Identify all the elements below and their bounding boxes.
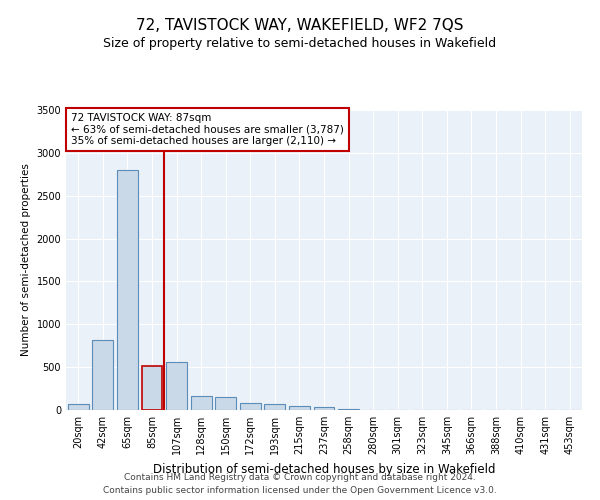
Text: Contains HM Land Registry data © Crown copyright and database right 2024.
Contai: Contains HM Land Registry data © Crown c… <box>103 474 497 495</box>
Bar <box>166 362 187 410</box>
Text: Size of property relative to semi-detached houses in Wakefield: Size of property relative to semi-detach… <box>103 38 497 51</box>
Bar <box>265 404 286 410</box>
Y-axis label: Number of semi-detached properties: Number of semi-detached properties <box>21 164 31 356</box>
Text: 72 TAVISTOCK WAY: 87sqm
← 63% of semi-detached houses are smaller (3,787)
35% of: 72 TAVISTOCK WAY: 87sqm ← 63% of semi-de… <box>71 113 344 146</box>
Bar <box>117 170 138 410</box>
Text: 72, TAVISTOCK WAY, WAKEFIELD, WF2 7QS: 72, TAVISTOCK WAY, WAKEFIELD, WF2 7QS <box>136 18 464 32</box>
Bar <box>191 396 212 410</box>
Bar <box>92 340 113 410</box>
Bar <box>68 404 89 410</box>
Bar <box>142 366 163 410</box>
Bar <box>240 403 261 410</box>
Bar <box>338 409 359 410</box>
Bar <box>215 396 236 410</box>
X-axis label: Distribution of semi-detached houses by size in Wakefield: Distribution of semi-detached houses by … <box>153 462 495 475</box>
Bar <box>289 406 310 410</box>
Bar <box>314 406 334 410</box>
